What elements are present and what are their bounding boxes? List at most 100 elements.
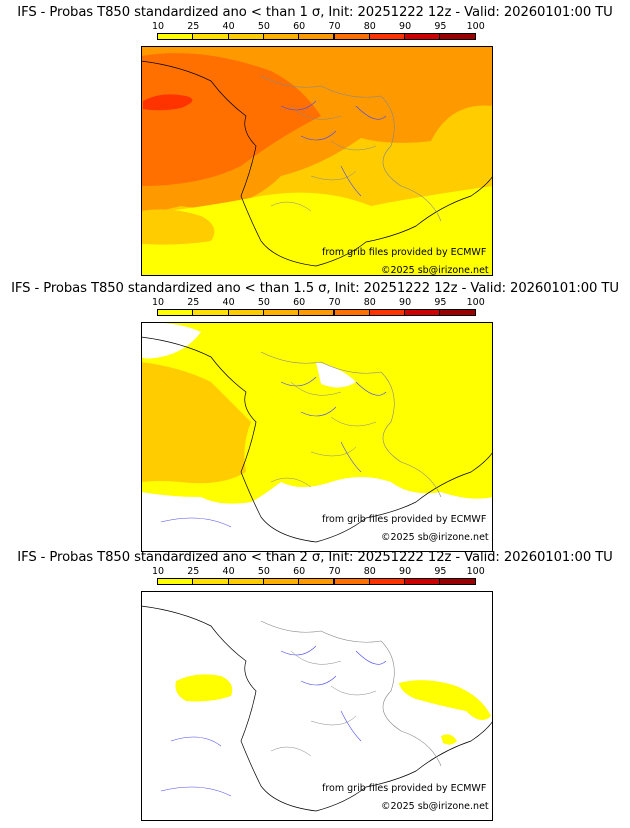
legend-swatch (157, 33, 194, 40)
legend-tick-label: 25 (187, 21, 200, 32)
rivers (280, 100, 387, 197)
prob-region-10-25-west (175, 674, 233, 702)
legend-swatch (439, 33, 476, 40)
legend-swatch (298, 33, 335, 40)
country-border (260, 75, 442, 222)
legend-tick-label: 80 (363, 566, 376, 577)
colorbar: 10 25 40 50 60 70 80 90 95 100 (152, 21, 485, 40)
map-frame (141, 591, 493, 821)
prob-region-70-80 (141, 53, 321, 187)
legend-swatch (192, 309, 229, 316)
legend-tick-label: 60 (293, 566, 306, 577)
legend-tick-label: 10 (151, 566, 165, 577)
legend-swatch (227, 309, 264, 316)
legend-swatch (157, 578, 194, 585)
legend-tick-label: 100 (466, 297, 485, 308)
map-frame (141, 322, 493, 552)
legend-swatch (368, 309, 406, 316)
legend-swatch (333, 33, 370, 40)
legend-tick-label: 10 (151, 297, 165, 308)
credit-source: from grib files provided by ECMWF (322, 247, 487, 258)
prob-region-80-90 (143, 94, 193, 111)
coastline (141, 605, 493, 812)
legend-tick-label: 60 (293, 297, 306, 308)
legend-tick-label: 80 (363, 21, 376, 32)
legend-tick-label: 25 (187, 566, 200, 577)
legend-swatch (439, 309, 476, 316)
legend-swatch (262, 33, 300, 40)
credit-copyright: ©2025 sb@irizone.net (381, 265, 489, 276)
probability-map (141, 591, 493, 821)
map-panel-3: IFS - Probas T850 standardized ano < tha… (0, 545, 630, 821)
legend-tick-label: 100 (466, 566, 485, 577)
region-borders (270, 650, 377, 757)
legend-swatch (262, 309, 300, 316)
legend-swatch (368, 33, 406, 40)
colorbar: 10 25 40 50 60 70 80 90 95 100 (152, 297, 485, 316)
legend-tick-label: 50 (257, 297, 270, 308)
prob-region-40-50 (141, 362, 251, 484)
legend-tick-label: 70 (328, 21, 341, 32)
credit-copyright: ©2025 sb@irizone.net (381, 532, 489, 543)
legend-swatch (227, 33, 264, 40)
panel-title: IFS - Probas T850 standardized ano < tha… (11, 281, 619, 296)
prob-region-10-25 (141, 186, 493, 276)
legend-tick-label: 40 (222, 566, 235, 577)
coastline (141, 60, 493, 267)
prob-region-10-25-small (441, 734, 457, 745)
legend-tick-label: 95 (434, 566, 447, 577)
legend-swatch (404, 309, 441, 316)
credit-source: from grib files provided by ECMWF (322, 514, 487, 525)
country-border (260, 620, 442, 767)
region-borders (270, 105, 377, 212)
legend-swatch (333, 578, 370, 585)
legend-tick-label: 90 (399, 566, 412, 577)
legend-swatch (192, 33, 229, 40)
legend-swatch (439, 578, 476, 585)
legend-tick-label: 90 (399, 21, 412, 32)
probability-map (141, 322, 493, 552)
legend-swatch (404, 33, 441, 40)
no-signal-area-alps (316, 362, 356, 388)
legend-tick-label: 50 (257, 21, 270, 32)
map-frame (141, 46, 493, 276)
probability-map (141, 46, 493, 276)
legend-swatch (227, 578, 264, 585)
legend-tick-label: 60 (293, 21, 306, 32)
legend-tick-label: 95 (434, 297, 447, 308)
rivers (160, 376, 387, 528)
legend-tick-label: 100 (466, 21, 485, 32)
legend-tick-label: 25 (187, 297, 200, 308)
credit-source: from grib files provided by ECMWF (322, 783, 487, 794)
legend-swatch (262, 578, 300, 585)
legend-swatch (404, 578, 441, 585)
legend-swatch (333, 309, 370, 316)
legend-swatch (192, 578, 229, 585)
legend-tick-label: 95 (434, 21, 447, 32)
no-signal-area (141, 322, 201, 359)
legend-swatch (298, 578, 335, 585)
map-panel-2: IFS - Probas T850 standardized ano < tha… (0, 276, 630, 552)
legend-tick-label: 40 (222, 297, 235, 308)
rivers (160, 645, 387, 797)
prob-region-40-50b (141, 209, 215, 245)
legend-tick-label: 70 (328, 297, 341, 308)
legend-swatch (157, 309, 194, 316)
country-border (260, 351, 442, 498)
legend-tick-label: 50 (257, 566, 270, 577)
legend-tick-label: 10 (151, 21, 165, 32)
legend-swatch (368, 578, 406, 585)
legend-tick-label: 40 (222, 21, 235, 32)
panel-title: IFS - Probas T850 standardized ano < tha… (17, 5, 613, 20)
region-borders (270, 381, 377, 488)
colorbar: 10 25 40 50 60 70 80 90 95 100 (152, 566, 485, 585)
legend-tick-label: 70 (328, 566, 341, 577)
coastline (141, 336, 493, 543)
panel-title: IFS - Probas T850 standardized ano < tha… (17, 550, 613, 565)
prob-region-10-25-east (399, 680, 491, 720)
legend-tick-label: 80 (363, 297, 376, 308)
map-panel-1: IFS - Probas T850 standardized ano < tha… (0, 0, 630, 276)
legend-tick-label: 90 (399, 297, 412, 308)
credit-copyright: ©2025 sb@irizone.net (381, 801, 489, 812)
legend-swatch (298, 309, 335, 316)
